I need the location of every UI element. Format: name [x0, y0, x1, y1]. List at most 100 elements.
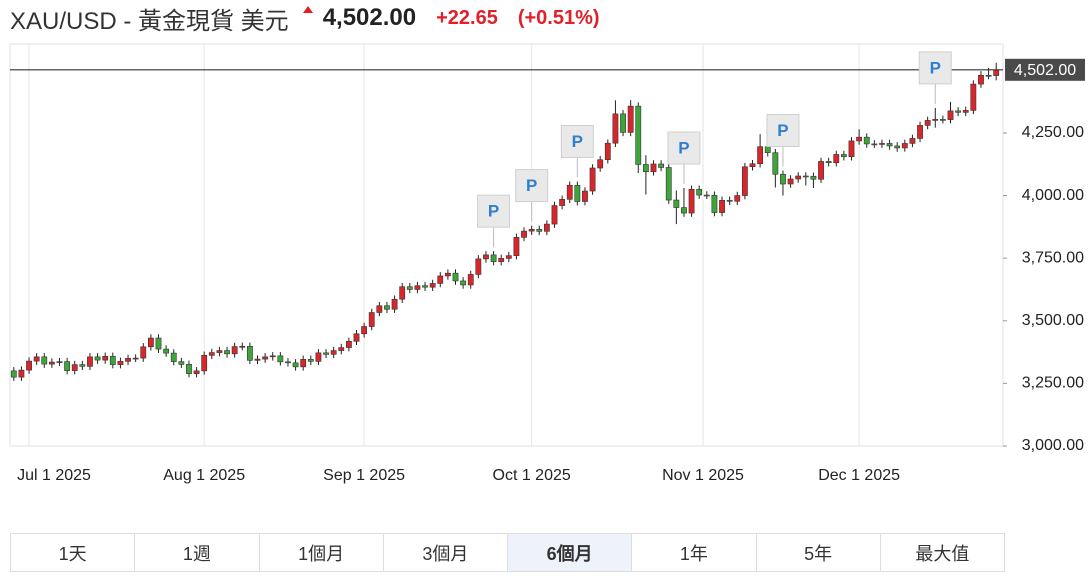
candle-body [703, 194, 710, 197]
candle-body [688, 188, 695, 214]
candle-body [521, 230, 527, 238]
candle-body [741, 166, 748, 196]
candle-body [825, 161, 832, 164]
annotation-box [766, 113, 800, 147]
candle-body [429, 283, 436, 288]
x-tick-label: Jul 1 2025 [17, 467, 91, 484]
candle-body [787, 178, 794, 185]
annotation-label: P [572, 132, 583, 151]
candle-body [802, 175, 809, 178]
candle-body [833, 154, 840, 164]
candle-body [262, 356, 269, 360]
candle-body [734, 195, 741, 202]
candle-body [384, 305, 390, 310]
candle-body [10, 370, 17, 378]
candle-body [917, 125, 923, 139]
range-tab[interactable]: 1個月 [260, 534, 384, 571]
candle-body [376, 305, 383, 313]
range-tab[interactable]: 1週 [135, 534, 260, 571]
candle-body [993, 69, 1000, 76]
candle-body [414, 285, 421, 290]
candle-body [696, 188, 703, 196]
candle-body [955, 110, 962, 113]
range-tab[interactable]: 5年 [757, 534, 881, 571]
up-arrow [302, 6, 313, 13]
candle-body [41, 356, 48, 365]
candle-body [604, 142, 611, 161]
candle-body [620, 113, 626, 133]
candle-body [345, 341, 352, 348]
candle-body [970, 83, 977, 111]
range-tab[interactable]: 3個月 [384, 534, 508, 571]
candle-body [109, 356, 116, 365]
candle-body [543, 223, 550, 232]
candle-body [170, 352, 177, 362]
candle-body [323, 352, 329, 355]
candle-body [673, 199, 680, 208]
candle-body [444, 272, 451, 277]
candle-body [231, 346, 238, 355]
candle-body [780, 173, 786, 185]
y-tick-label: 3,750.00 [1022, 249, 1084, 266]
candle-body [536, 229, 543, 232]
y-tick-label: 4,250.00 [1022, 124, 1084, 141]
candle-body [125, 358, 131, 362]
candle-body [422, 285, 428, 288]
candle-body [300, 359, 307, 368]
candle-body [840, 154, 847, 158]
candle-body [285, 361, 291, 364]
candle-body [315, 352, 322, 362]
candle-body [48, 361, 55, 365]
range-tab[interactable]: 6個月 [508, 534, 633, 571]
candle-body [102, 356, 109, 361]
candle-body [178, 361, 185, 365]
candle-body [246, 346, 253, 361]
candle-body [582, 190, 588, 202]
annotation-box [918, 51, 952, 85]
x-tick-label: Dec 1 2025 [818, 467, 900, 484]
candle-body [894, 145, 901, 149]
annotation-label: P [777, 121, 788, 140]
candle-body [406, 286, 413, 290]
candle-body [26, 360, 32, 371]
candle-body [208, 352, 215, 356]
candle-body [886, 143, 893, 147]
candle-body [757, 146, 764, 165]
candle-body [924, 120, 931, 126]
candle-body [818, 161, 824, 180]
change: +22.65 [436, 6, 498, 29]
header: XAU/USD - 黃金現貨 美元 4,502.00 +22.65 (+0.51… [10, 2, 620, 35]
range-tab[interactable]: 1年 [632, 534, 757, 571]
range-tabs: 1天 1週 1個月 3個月 6個月 1年 5年 最大值 [10, 533, 1005, 572]
x-tick-label: Aug 1 2025 [163, 467, 245, 484]
candle-body [719, 199, 725, 213]
candle-body [277, 355, 284, 363]
candle-body [505, 255, 512, 259]
candle-body [879, 143, 885, 145]
candle-body [627, 105, 634, 133]
annotation-label: P [930, 58, 941, 77]
last-price-label: 4,502.00 [1014, 62, 1076, 79]
candle-body [94, 356, 101, 361]
candle-body [589, 167, 596, 192]
candle-body [269, 355, 276, 358]
annotation-box [560, 125, 594, 159]
candle-body [33, 356, 40, 362]
candle-body [254, 358, 261, 361]
candle-body [901, 143, 908, 149]
candle-body [665, 167, 672, 201]
candle-body [848, 140, 855, 158]
candle-body [947, 110, 954, 120]
candle-body [307, 359, 314, 362]
range-tab[interactable]: 1天 [11, 534, 136, 571]
range-tab[interactable]: 最大值 [915, 543, 970, 564]
candle-body [962, 110, 969, 113]
candle-body [186, 364, 192, 374]
candle-body [292, 362, 299, 368]
candle-body [528, 229, 535, 232]
candle-body [566, 184, 573, 200]
y-tick-label: 4,000.00 [1022, 187, 1084, 204]
candle-body [460, 280, 467, 286]
x-tick-label: Nov 1 2025 [662, 467, 744, 484]
annotation-box [515, 169, 549, 203]
